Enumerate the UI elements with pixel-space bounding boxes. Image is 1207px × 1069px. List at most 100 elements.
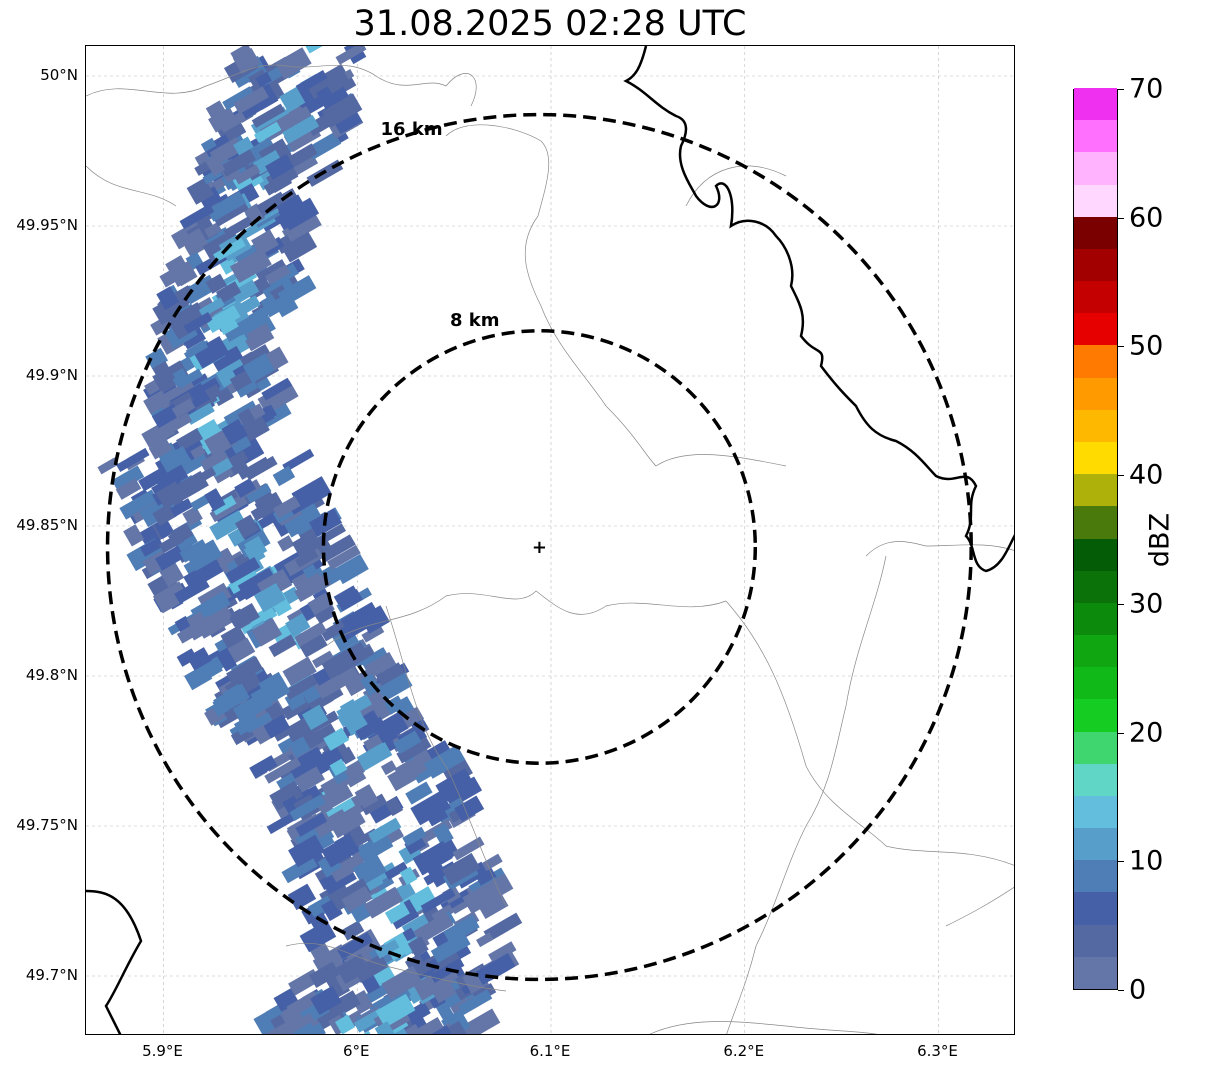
radar-echo-cell xyxy=(384,902,410,925)
radar-echo-cell xyxy=(454,795,485,822)
range-rings: 8 km 16 km + xyxy=(105,112,973,982)
radar-echo-cell xyxy=(295,812,328,837)
radar-echo-cell xyxy=(432,823,454,846)
radar-echo-cell xyxy=(186,611,206,628)
national-border xyxy=(86,46,1014,1034)
radar-echo-cell xyxy=(410,790,451,826)
colorbar-segment xyxy=(1074,312,1117,346)
radar-echo-cell xyxy=(404,834,427,855)
radar-echo-cell xyxy=(183,558,224,591)
radar-echo-cell xyxy=(179,539,209,563)
radar-echo-cell xyxy=(277,535,295,552)
lat-tick-label: 49.9°N xyxy=(25,366,78,384)
radar-echo-cell xyxy=(167,302,206,335)
radar-echo-cell xyxy=(476,932,494,948)
radar-echo-cell xyxy=(373,711,409,744)
range-ring-label: 16 km xyxy=(381,119,443,140)
radar-echo-cell xyxy=(217,315,239,336)
radar-echo-cell xyxy=(483,912,523,942)
lat-tick-label: 49.85°N xyxy=(16,516,78,534)
radar-echo-cell xyxy=(139,537,164,557)
colorbar-segment xyxy=(1074,505,1117,539)
radar-echo-cell xyxy=(148,438,173,460)
radar-echo-cell xyxy=(284,673,320,700)
radar-echo-cell xyxy=(205,304,241,334)
radar-echo-cell xyxy=(211,345,244,373)
colorbar-tick-label: 70 xyxy=(1129,73,1164,105)
colorbar-segment xyxy=(1074,441,1117,475)
radar-echo-cell xyxy=(334,1014,356,1034)
radar-echo-cell xyxy=(223,216,253,239)
colorbar-segment xyxy=(1074,377,1117,410)
radar-echo-cell xyxy=(222,86,255,111)
radar-echo-cell xyxy=(167,470,209,505)
radar-echo-cell xyxy=(197,418,223,443)
colorbar-segment xyxy=(1074,859,1117,893)
radar-echo-cell xyxy=(274,47,312,80)
radar-echo-cell xyxy=(412,840,453,876)
radar-echo-cell xyxy=(220,149,256,177)
radar-echo-cell xyxy=(208,106,238,133)
radar-site-marker: + xyxy=(532,537,547,558)
colorbar-segment xyxy=(1074,956,1117,989)
radar-echo-cell xyxy=(380,1026,411,1034)
radar-echo-cell xyxy=(335,46,367,65)
radar-echo-cell xyxy=(198,297,225,318)
radar-echo-cell xyxy=(287,883,317,911)
radar-echo-cell xyxy=(185,340,209,358)
radar-echo-cell xyxy=(363,886,404,919)
radar-echo-cell xyxy=(151,479,170,496)
lon-tick-label: 6.2°E xyxy=(723,1042,765,1060)
radar-echo-cell xyxy=(255,71,272,88)
colorbar-tick-mark xyxy=(1118,990,1124,991)
radar-echo-cell xyxy=(180,326,207,350)
radar-echo-cell xyxy=(182,506,203,527)
radar-echo-cell xyxy=(294,827,320,848)
colorbar-tick-label: 20 xyxy=(1129,717,1164,749)
radar-echo-cell xyxy=(356,741,393,771)
colorbar-unit-label: dBZ xyxy=(1144,512,1176,568)
radar-echo-cell xyxy=(216,648,238,672)
radar-echo-cell xyxy=(360,647,389,671)
map-canvas: 8 km 16 km + xyxy=(86,46,1014,1034)
radar-echo-cell xyxy=(282,114,320,144)
radar-echo-cell xyxy=(306,107,343,137)
radar-echo-cell xyxy=(363,733,386,755)
radar-echo-cell xyxy=(115,478,142,500)
radar-echo-cell xyxy=(215,359,249,388)
colorbar-tick-label: 60 xyxy=(1129,202,1164,234)
radar-echo-cell xyxy=(402,826,427,847)
radar-echo-cell xyxy=(474,873,514,907)
radar-echo-cell xyxy=(282,656,317,687)
radar-echo-cell xyxy=(298,631,328,658)
radar-echo-cell xyxy=(396,736,432,764)
radar-echo-cell xyxy=(245,327,275,352)
radar-echo-cell xyxy=(458,989,493,1016)
colorbar-segment xyxy=(1074,924,1117,957)
radar-echo-cell xyxy=(307,895,335,920)
colorbar-segment xyxy=(1074,666,1117,700)
radar-echo-cell xyxy=(462,890,485,915)
radar-echo-cell xyxy=(256,191,288,217)
radar-echo-cell xyxy=(384,861,409,881)
radar-echo-cell xyxy=(336,953,370,984)
radar-echo-cell xyxy=(364,651,397,678)
radar-echo-cell xyxy=(317,782,354,812)
radar-echo-cell xyxy=(111,465,145,492)
radar-echo-cell xyxy=(260,294,282,318)
radar-echo-cell xyxy=(331,856,366,883)
radar-echo-cell xyxy=(152,361,175,386)
radar-map: 8 km 16 km + xyxy=(85,45,1015,1035)
radar-echo-cell xyxy=(423,744,466,779)
colorbar-segment xyxy=(1074,184,1117,217)
radar-echo-cell xyxy=(175,427,206,454)
radar-echo-cell xyxy=(123,524,145,547)
radar-echo-cell xyxy=(170,498,193,517)
colorbar-segment xyxy=(1074,473,1117,507)
radar-echo-cell xyxy=(234,478,257,498)
radar-echo-cell xyxy=(343,667,378,697)
radar-echo-cell xyxy=(443,1020,469,1034)
radar-echo-cell xyxy=(285,613,311,638)
radar-echo-cell xyxy=(250,497,282,522)
radar-echo-cell xyxy=(186,539,223,572)
